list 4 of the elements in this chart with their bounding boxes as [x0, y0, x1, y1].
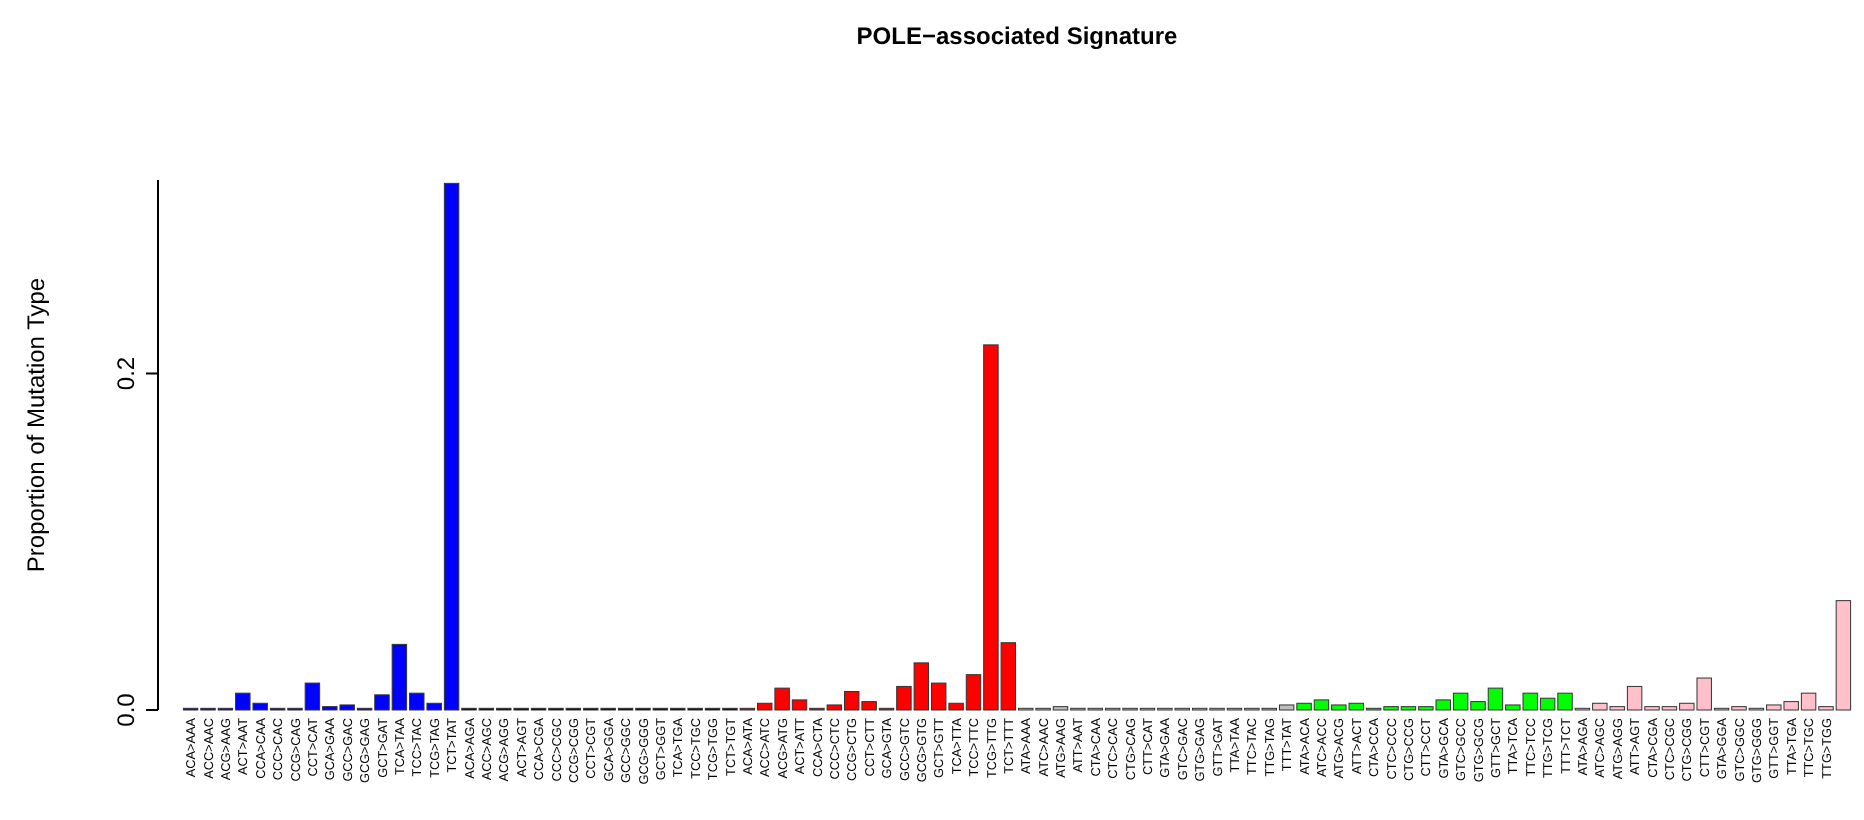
y-tick-label: 0.0: [112, 692, 140, 727]
y-axis-title: Proportion of Mutation Type: [22, 277, 50, 573]
y-tick-label: 0.2: [112, 356, 140, 391]
chart-title: POLE−associated Signature: [856, 22, 1179, 50]
